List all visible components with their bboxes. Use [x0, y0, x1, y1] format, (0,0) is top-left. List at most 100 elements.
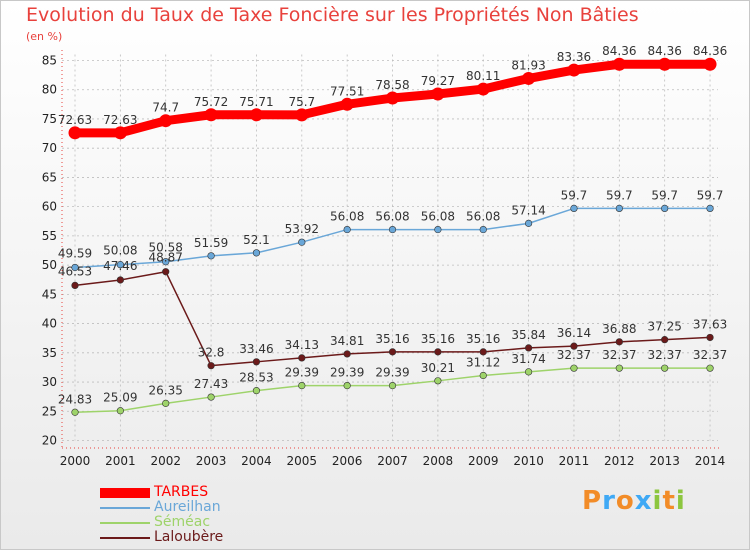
x-tick-label: 2002: [150, 454, 181, 468]
proxiti-logo: Proxiti: [582, 486, 686, 516]
labels-séméac: 24.83 25.09 26.35 27.43 28.53 29.39 29.39 29.39…: [58, 348, 727, 406]
brand-letter: P: [582, 486, 603, 516]
y-tick-label: 30: [42, 375, 57, 389]
data-point: [388, 382, 397, 390]
brand-letter: i: [652, 486, 663, 516]
brand-letter: i: [675, 486, 686, 516]
legend-swatch-semeac: [100, 522, 150, 524]
data-point: [706, 364, 714, 372]
data-label: 35.16: [421, 332, 455, 346]
chart-title: Evolution du Taux de Taxe Foncière sur l…: [26, 4, 639, 26]
data-point: [703, 57, 717, 71]
data-point: [298, 354, 306, 362]
data-point: [570, 204, 578, 213]
data-point: [388, 225, 397, 234]
data-label: 81.93: [511, 58, 545, 72]
data-label: 35.16: [466, 332, 500, 346]
x-tick-label: 2000: [60, 454, 91, 468]
y-tick-label: 20: [42, 434, 57, 448]
y-tick-label: 50: [42, 258, 57, 272]
y-tick-label: 60: [42, 200, 57, 214]
legend-label-tarbes: TARBES: [154, 484, 209, 500]
data-point: [71, 408, 79, 416]
data-point: [612, 57, 626, 71]
data-point: [570, 342, 578, 350]
x-tick-label: 2013: [649, 454, 680, 468]
data-label: 59.7: [561, 188, 588, 202]
x-tick-label: 2007: [377, 454, 408, 468]
data-point: [476, 82, 490, 96]
data-label: 47.46: [103, 259, 137, 273]
y-tick-label: 55: [42, 229, 57, 243]
x-tick-label: 2001: [105, 454, 136, 468]
data-point: [116, 276, 124, 284]
data-point: [68, 126, 82, 140]
data-point: [252, 249, 261, 257]
data-label: 84.36: [648, 44, 682, 58]
brand-letter: o: [615, 486, 635, 516]
data-label: 32.8: [198, 346, 225, 360]
y-tick-label: 35: [42, 346, 57, 360]
data-label: 30.21: [421, 361, 455, 375]
y-axis-unit-label: (en %): [26, 30, 63, 43]
grid-layer: 20 25 30 35 40 45 50 55 60 65 70 75 80 85 2000 2001 2002…: [42, 50, 725, 468]
data-label: 31.74: [511, 352, 545, 366]
data-label: 79.27: [421, 74, 455, 88]
data-label: 32.37: [602, 348, 636, 362]
data-label: 56.08: [330, 210, 364, 224]
x-tick-label: 2012: [604, 454, 635, 468]
data-point: [661, 204, 669, 213]
x-tick-label: 2008: [423, 454, 454, 468]
data-label: 37.25: [648, 320, 682, 334]
data-label: 83.36: [557, 50, 591, 64]
y-tick-label: 85: [42, 54, 57, 68]
data-label: 37.63: [693, 317, 727, 331]
data-point: [204, 108, 218, 122]
data-point: [524, 219, 533, 227]
data-point: [658, 57, 672, 71]
legend-label-semeac: Séméac: [154, 514, 211, 530]
y-tick-label: 65: [42, 170, 57, 184]
data-label: 32.37: [693, 348, 727, 362]
data-label: 80.11: [466, 69, 500, 83]
data-label: 46.53: [58, 264, 92, 278]
data-label: 33.46: [239, 342, 273, 356]
data-point: [295, 108, 309, 122]
x-tick-label: 2003: [196, 454, 227, 468]
data-label: 36.88: [602, 322, 636, 336]
x-tick-label: 2010: [513, 454, 544, 468]
data-point: [706, 333, 714, 342]
brand-letter: t: [662, 486, 676, 516]
legend-swatch-laloubere: [100, 537, 150, 539]
data-label: 59.7: [651, 188, 678, 202]
data-label: 29.39: [330, 366, 364, 380]
data-point: [661, 336, 669, 344]
legend-swatch-tarbes: [100, 488, 150, 498]
data-label: 28.53: [239, 371, 273, 385]
data-point: [159, 114, 173, 128]
data-label: 34.81: [330, 334, 364, 348]
data-label: 75.72: [194, 95, 228, 109]
data-point: [207, 362, 215, 370]
labels-tarbes: 72.63 72.63 74.7 75.72 75.71 75.7 77.51 78.58 79…: [58, 44, 727, 127]
data-label: 72.63: [58, 113, 92, 127]
data-point: [71, 263, 79, 272]
data-point: [207, 252, 215, 260]
data-label: 84.36: [693, 44, 727, 58]
data-label: 52.1: [243, 233, 270, 247]
data-label: 48.87: [149, 251, 183, 265]
data-label: 57.14: [511, 203, 545, 217]
data-label: 34.13: [285, 338, 319, 352]
brand-letter: x: [634, 486, 653, 516]
data-label: 36.14: [557, 326, 591, 340]
data-point: [162, 258, 170, 266]
data-point: [113, 126, 127, 140]
data-label: 24.83: [58, 392, 92, 406]
labels-laloubère: 46.53 47.46 48.87 32.8 33.46 34.13 34.81 35.16 3…: [58, 251, 727, 360]
data-point: [661, 364, 669, 372]
y-tick-label: 45: [42, 287, 57, 301]
y-tick-label: 25: [42, 404, 57, 418]
data-point: [479, 371, 487, 380]
